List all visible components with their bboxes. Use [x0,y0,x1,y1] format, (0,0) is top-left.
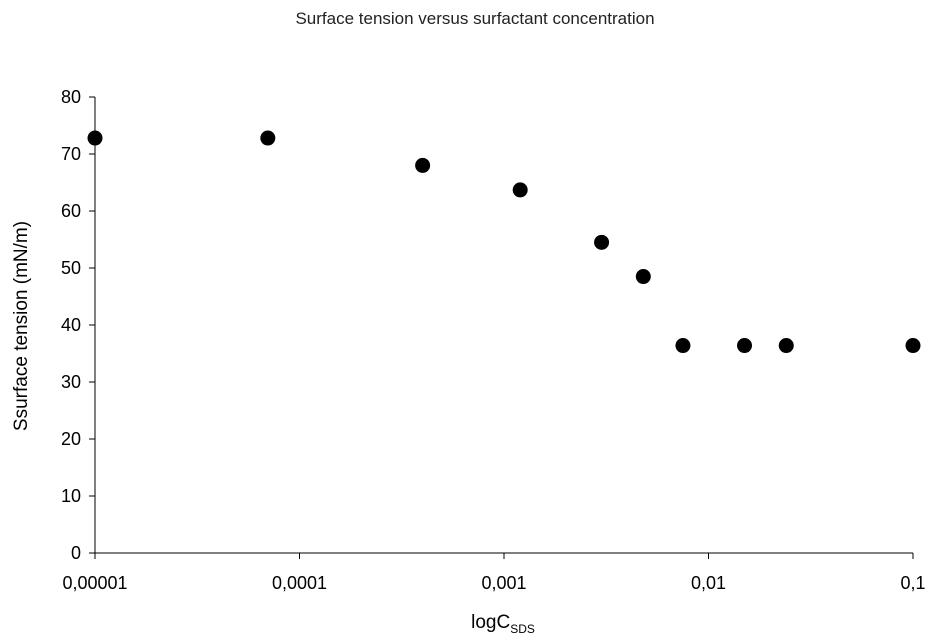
x-tick-label: 0,0001 [272,573,327,593]
chart-title: Surface tension versus surfactant concen… [295,9,654,28]
y-tick-label: 30 [61,372,81,392]
x-ticks: 0,00001 0,0001 0,001 0,01 0,1 [62,553,926,593]
x-axis-label-main: logC [471,612,510,633]
y-tick-label: 80 [61,87,81,107]
y-tick-label: 20 [61,429,81,449]
y-tick-label: 10 [61,486,81,506]
y-tick-label: 40 [61,315,81,335]
y-tick-label: 70 [61,144,81,164]
data-point [778,338,794,354]
data-point [594,234,610,250]
data-point [635,269,651,285]
x-tick-label: 0,1 [900,573,925,593]
y-tick-label: 60 [61,201,81,221]
data-point [737,338,753,354]
data-point [87,130,103,146]
y-axis-label: Ssurface tension (mN/m) [11,221,32,431]
data-point [905,338,921,354]
data-points [87,130,921,354]
y-tick-label: 0 [71,543,81,563]
x-axis-label: logCSDS [471,612,535,636]
data-point [415,157,431,173]
x-tick-label: 0,01 [691,573,726,593]
y-ticks: 0 10 20 30 40 50 60 70 80 [61,87,95,563]
x-tick-label: 0,00001 [62,573,127,593]
y-tick-label: 50 [61,258,81,278]
x-tick-label: 0,001 [481,573,526,593]
data-point [260,130,276,146]
x-axis-label-subscript: SDS [510,622,535,636]
data-point [512,182,528,198]
data-point [675,338,691,354]
